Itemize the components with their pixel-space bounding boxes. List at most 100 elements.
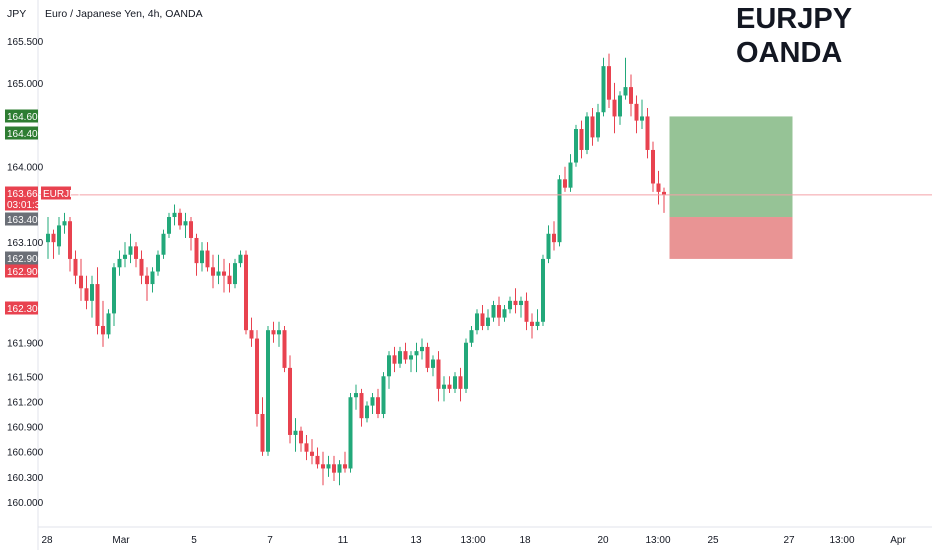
candle — [409, 351, 413, 373]
candle — [172, 204, 177, 226]
candle-body — [480, 313, 485, 326]
candle — [365, 401, 369, 423]
candle-body — [145, 275, 149, 285]
candle-body — [271, 330, 276, 335]
time-tick-label: 5 — [191, 535, 197, 546]
stop-loss-zone[interactable] — [669, 217, 793, 259]
price-tick-label: 160.300 — [7, 473, 44, 484]
price-tick-label: 160.000 — [7, 498, 44, 509]
candle — [90, 275, 94, 318]
candle-body — [128, 246, 133, 255]
candle-body — [387, 355, 391, 377]
price-badge-label: 162.300 — [7, 304, 44, 315]
candle-body — [420, 346, 424, 352]
candle — [475, 309, 479, 335]
candle-body — [502, 309, 507, 318]
instrument-title: Euro / Japanese Yen, 4h, OANDA — [45, 8, 203, 20]
price-tick-label: 164.000 — [7, 163, 44, 174]
time-axis[interactable]: 28 Mar 5 7 11 13 13:00 18 20 13:00 25 27 13:00 Apr — [41, 535, 906, 546]
candle-body — [332, 464, 336, 473]
candle-body — [134, 246, 138, 259]
candle-body — [436, 359, 441, 389]
candle — [73, 250, 78, 285]
candle — [557, 175, 562, 247]
candle — [332, 455, 336, 482]
candle — [436, 351, 441, 402]
price-badge-label: 163.400 — [7, 215, 44, 226]
price-badge-label: 163.664 — [7, 189, 44, 200]
candle-body — [447, 384, 452, 389]
candle-body — [310, 451, 314, 456]
candle-body — [348, 397, 353, 469]
candle — [458, 367, 463, 402]
candle-body — [585, 116, 589, 150]
candle — [326, 455, 331, 477]
candle-body — [139, 258, 144, 276]
candle — [343, 451, 347, 473]
time-tick-label: 13:00 — [829, 535, 854, 546]
candle — [359, 388, 364, 427]
candle-body — [596, 112, 600, 138]
candle-body — [183, 221, 188, 226]
candle-body — [574, 129, 578, 163]
price-badge-bg — [5, 301, 38, 315]
candle — [376, 388, 380, 419]
price-badge: 162.900 — [5, 264, 44, 278]
candle-body — [57, 225, 61, 247]
candle-body — [282, 330, 287, 368]
candle — [145, 267, 149, 301]
candle — [425, 342, 430, 373]
take-profit-zone[interactable] — [669, 116, 793, 218]
price-badge-label: 164.600 — [7, 112, 44, 123]
candle — [453, 372, 457, 394]
candle — [508, 296, 512, 314]
candle-body — [629, 87, 633, 104]
candle-body — [651, 149, 655, 184]
candle-body — [365, 405, 369, 419]
candle-body — [46, 233, 50, 243]
candle-body — [458, 376, 463, 389]
candle-body — [359, 393, 364, 419]
candle — [513, 288, 518, 314]
candle-body — [238, 254, 243, 264]
price-badge-bg — [5, 212, 38, 226]
candle-body — [590, 116, 595, 138]
candle — [178, 208, 182, 230]
candle-body — [601, 66, 606, 113]
position-tool[interactable] — [669, 116, 793, 259]
candle — [194, 233, 199, 276]
price-tick-label: 161.500 — [7, 372, 44, 383]
candle-body — [79, 275, 83, 289]
candle — [123, 242, 127, 268]
candle — [519, 296, 523, 318]
candle — [57, 217, 61, 255]
candle-body — [425, 346, 430, 368]
candle-body — [398, 351, 402, 364]
price-axis[interactable]: 165.500 165.000 164.000 163.100 161.900 161.5… — [7, 37, 44, 509]
candle — [106, 309, 111, 339]
candle-body — [172, 212, 177, 218]
candle-body — [370, 397, 375, 406]
candle — [216, 254, 221, 285]
price-badge: 162.300 — [5, 301, 44, 315]
time-tick-label: 25 — [707, 535, 719, 546]
time-tick-label: 13:00 — [645, 535, 670, 546]
candle-body — [68, 221, 72, 259]
candle — [546, 225, 551, 264]
candle — [266, 325, 270, 456]
candle — [370, 393, 375, 414]
price-badge: 164.600 — [5, 109, 44, 123]
candle — [574, 124, 578, 167]
candle-body — [403, 351, 408, 360]
candle-body — [95, 284, 100, 326]
candle — [541, 254, 545, 326]
candle — [530, 313, 534, 339]
bar-countdown: 03:01:30 — [7, 200, 46, 211]
candle — [128, 233, 133, 264]
price-tick-label: 163.100 — [7, 238, 44, 249]
candle-body — [645, 116, 650, 150]
overlay-title-broker: OANDA — [736, 37, 842, 69]
candle — [469, 325, 474, 347]
